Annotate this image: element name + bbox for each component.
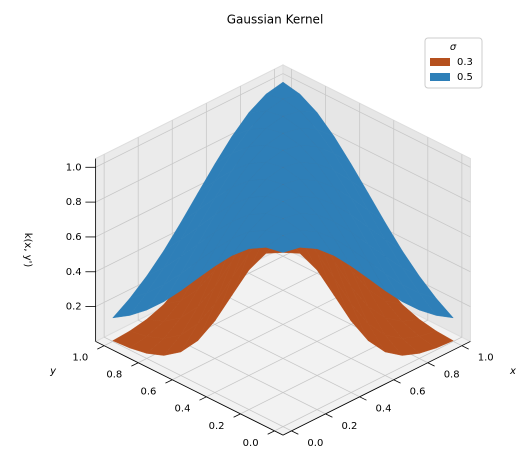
y-tick [165, 379, 173, 384]
y-tick [267, 430, 275, 435]
x-tick-label: 0.2 [341, 421, 357, 432]
z-tick-label: 0.8 [66, 197, 82, 208]
surface-face [265, 235, 301, 253]
grid-line [95, 73, 284, 168]
z-tick-label: 0.6 [66, 232, 82, 243]
x-tick [291, 430, 299, 435]
x-axis-line [282, 341, 471, 436]
grid-line [206, 285, 394, 381]
legend-label: 0.5 [457, 72, 473, 83]
y-tick-label: 0.8 [106, 370, 122, 381]
x-tick [393, 379, 401, 384]
legend-swatch [430, 58, 450, 66]
y-tick-label: 0.6 [140, 387, 156, 398]
y-axis-label: y [49, 366, 57, 377]
grid-line [282, 73, 471, 168]
z-tick-label: 0.2 [66, 302, 82, 313]
grid-line [172, 285, 360, 381]
y-tick-label: 0.0 [243, 438, 259, 449]
legend: σ0.3 0.5 [424, 37, 483, 89]
grid-line [274, 336, 463, 432]
y-tick [233, 413, 241, 418]
x-tick [461, 345, 469, 350]
x-tick-label: 0.8 [444, 370, 460, 381]
chart-title: Gaussian Kernel [227, 13, 324, 27]
x-tick-label: 0.0 [307, 438, 323, 449]
y-tick [97, 345, 105, 350]
y-tick-label: 0.4 [175, 404, 191, 415]
x-axis-label: x [509, 366, 516, 377]
x-tick-label: 0.4 [376, 404, 392, 415]
x-tick [427, 362, 435, 367]
y-tick [131, 362, 139, 367]
x-tick-label: 0.6 [410, 387, 426, 398]
grid-line [103, 336, 292, 432]
legend-label: 0.3 [457, 57, 473, 68]
y-tick-label: 1.0 [72, 353, 88, 364]
legend-swatch [430, 73, 450, 81]
z-axis-label: k(x, y') [22, 233, 33, 268]
x-tick [359, 396, 367, 401]
y-axis-line [95, 341, 284, 436]
z-tick-label: 0.4 [66, 267, 82, 278]
z-tick-label: 1.0 [66, 162, 82, 173]
y-tick [199, 396, 207, 401]
y-tick-label: 0.2 [209, 421, 225, 432]
x-tick-label: 1.0 [478, 353, 494, 364]
legend-title: σ [450, 42, 457, 53]
x-tick [325, 413, 333, 418]
